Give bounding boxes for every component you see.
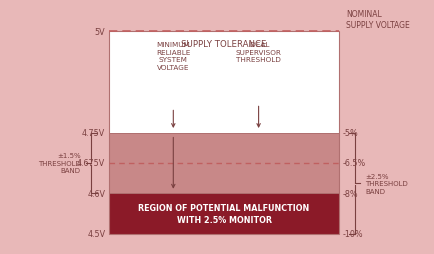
Text: SUPPLY TOLERANCE: SUPPLY TOLERANCE <box>181 40 266 49</box>
Text: 5V: 5V <box>95 28 105 37</box>
Text: -8%: -8% <box>342 189 358 198</box>
Text: -10%: -10% <box>342 229 362 238</box>
Text: 4.675V: 4.675V <box>77 159 105 168</box>
Text: NOMINAL
SUPPLY VOLTAGE: NOMINAL SUPPLY VOLTAGE <box>345 10 409 30</box>
Text: 4.5V: 4.5V <box>87 229 105 238</box>
Text: ±1.5%
THRESHOLD
BAND: ±1.5% THRESHOLD BAND <box>38 153 80 174</box>
Text: MINIMUM
RELIABLE
SYSTEM
VOLTAGE: MINIMUM RELIABLE SYSTEM VOLTAGE <box>156 42 190 71</box>
Text: -5%: -5% <box>342 129 358 137</box>
Text: -6.5%: -6.5% <box>342 159 365 168</box>
Bar <box>108 133 339 194</box>
Bar <box>108 194 339 234</box>
Text: REGION OF POTENTIAL MALFUNCTION
WITH 2.5% MONITOR: REGION OF POTENTIAL MALFUNCTION WITH 2.5… <box>138 203 309 224</box>
Text: ±2.5%
THRESHOLD
BAND: ±2.5% THRESHOLD BAND <box>365 173 407 194</box>
Text: 4.75V: 4.75V <box>82 129 105 137</box>
Bar <box>108 32 339 234</box>
Text: IDEAL
SUPERVISOR
THRESHOLD: IDEAL SUPERVISOR THRESHOLD <box>235 42 281 63</box>
Text: 4.6V: 4.6V <box>87 189 105 198</box>
Bar <box>108 32 339 133</box>
